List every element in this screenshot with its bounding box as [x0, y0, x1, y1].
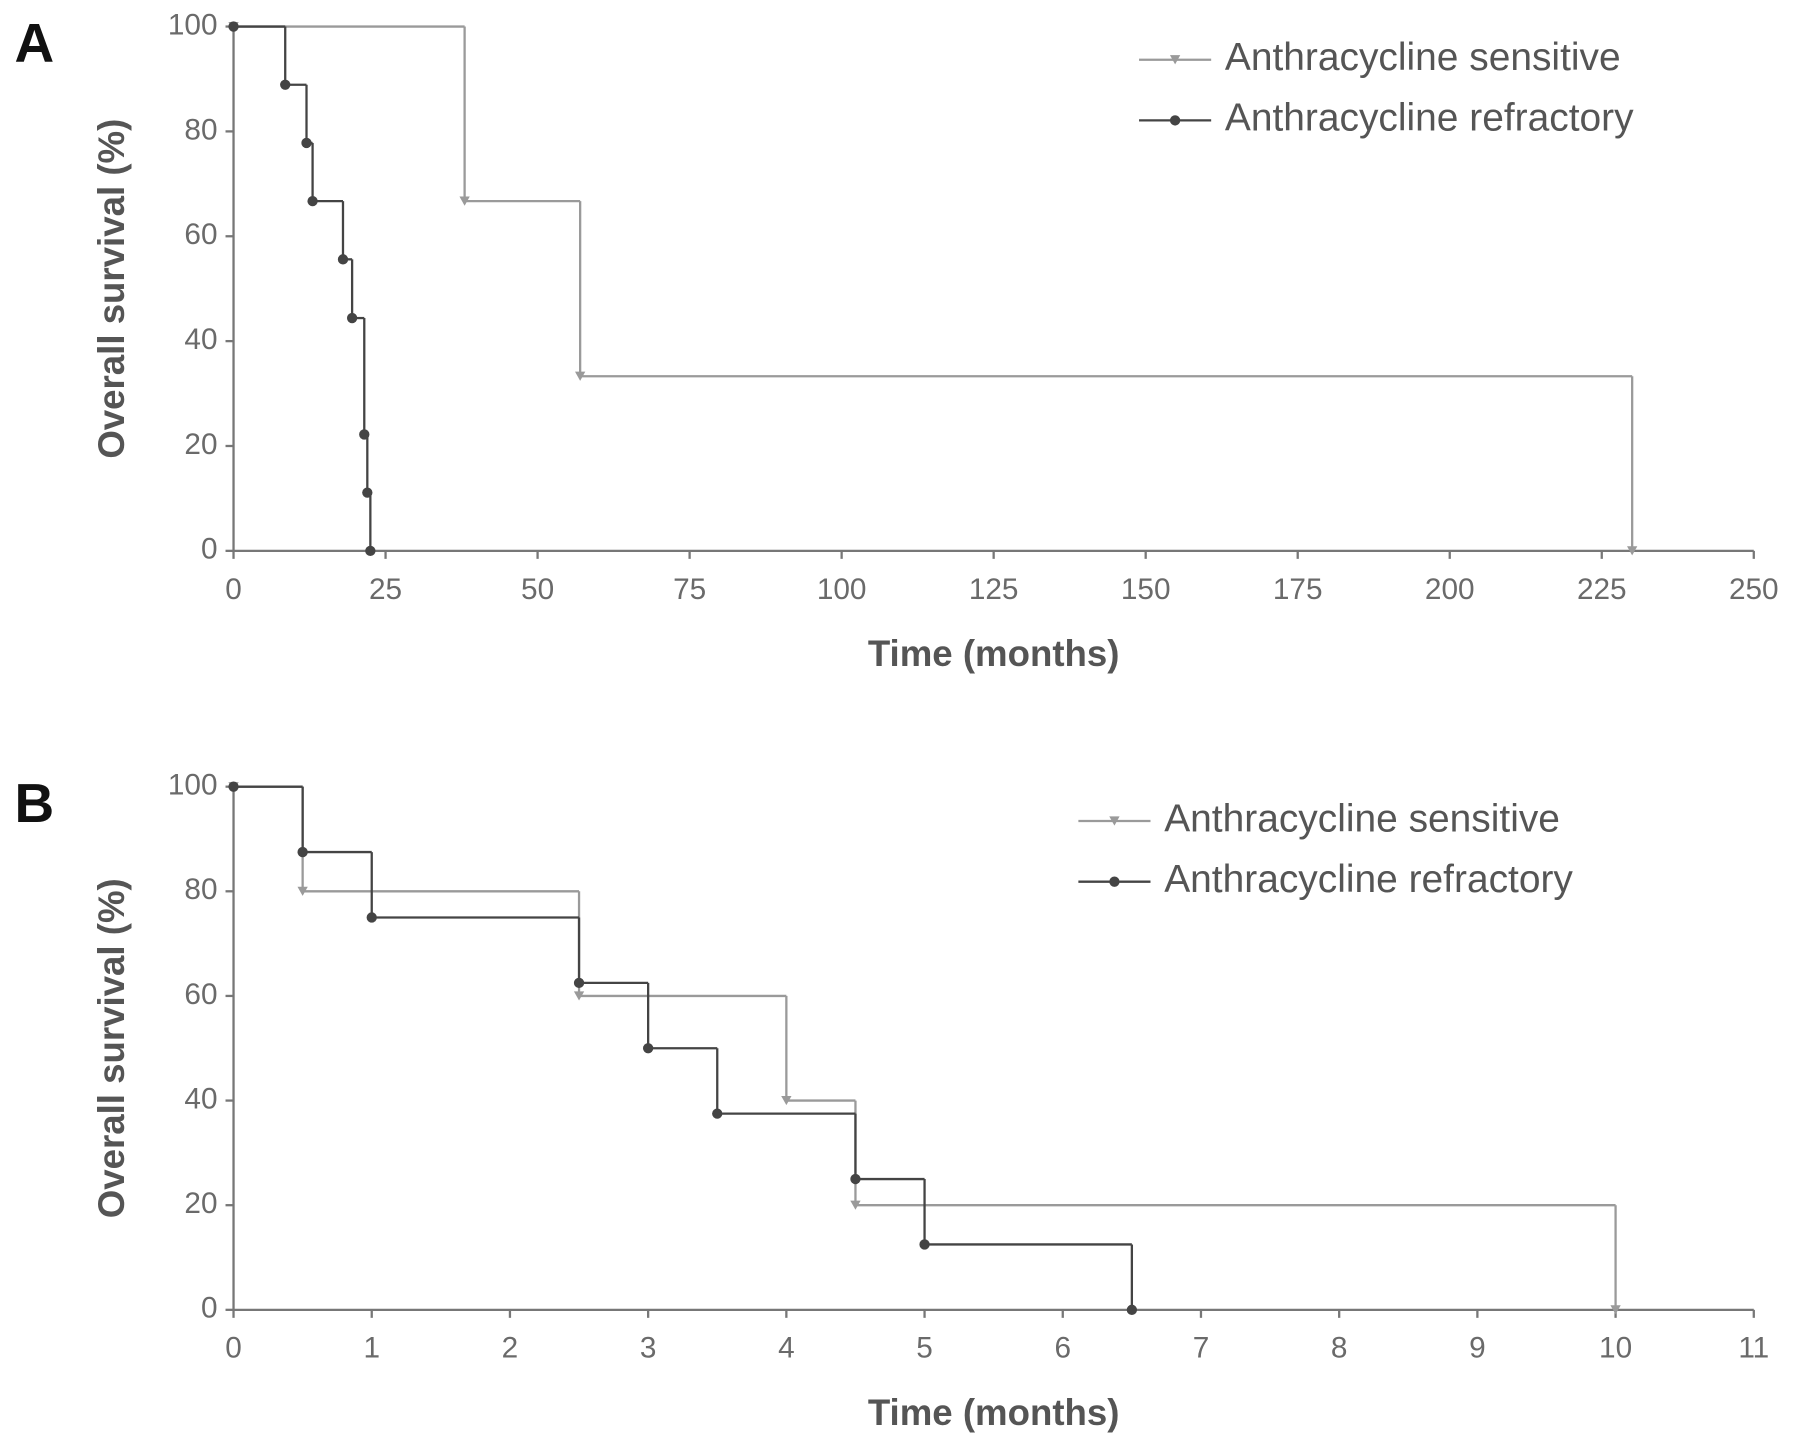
panel-label: B [14, 772, 54, 834]
legend-marker [1109, 876, 1120, 887]
y-tick-label: 80 [184, 113, 217, 146]
marker [919, 1239, 930, 1250]
y-tick-label: 20 [184, 428, 217, 461]
marker [228, 781, 239, 792]
y-tick-label: 60 [184, 978, 217, 1011]
x-tick-label: 50 [521, 573, 554, 606]
x-tick-label: 150 [1121, 573, 1171, 606]
y-tick-label: 60 [184, 218, 217, 251]
x-tick-label: 7 [1193, 1332, 1210, 1365]
marker [781, 1095, 792, 1106]
x-tick-label: 0 [225, 1332, 242, 1365]
marker [850, 1173, 861, 1185]
x-tick-label: 225 [1577, 573, 1627, 606]
legend-label: Anthracycline refractory [1225, 97, 1634, 140]
x-tick-label: 10 [1599, 1332, 1632, 1365]
marker [346, 312, 358, 324]
x-tick-label: 11 [1738, 1332, 1769, 1365]
legend-label: Anthracycline refractory [1164, 858, 1573, 901]
marker [297, 886, 308, 896]
x-tick-label: 5 [916, 1332, 933, 1365]
marker [573, 977, 585, 989]
marker [1627, 546, 1638, 556]
marker [712, 1108, 723, 1119]
x-axis-label: Time (months) [868, 1392, 1120, 1433]
legend-label: Anthracycline sensitive [1164, 797, 1560, 840]
marker [573, 991, 585, 1001]
x-tick-label: 2 [502, 1332, 519, 1365]
x-tick-label: 0 [225, 573, 242, 606]
legend-marker [1109, 816, 1120, 826]
x-tick-label: 250 [1729, 573, 1779, 606]
marker [280, 79, 291, 90]
marker [459, 196, 470, 206]
marker [365, 545, 376, 557]
marker [850, 1200, 861, 1210]
x-tick-label: 8 [1331, 1332, 1348, 1365]
y-axis-label: Overall survival (%) [91, 119, 132, 459]
panel-label: A [14, 12, 54, 74]
marker [297, 846, 308, 858]
marker [337, 254, 349, 265]
legend-label: Anthracycline sensitive [1225, 36, 1621, 79]
y-tick-label: 40 [184, 323, 217, 356]
marker [574, 371, 586, 381]
x-tick-label: 100 [817, 573, 867, 606]
marker [359, 429, 370, 440]
marker [307, 195, 318, 207]
y-tick-label: 0 [201, 533, 218, 566]
x-tick-label: 4 [778, 1332, 795, 1365]
marker [301, 137, 312, 149]
marker [228, 21, 239, 32]
y-axis-label: Overall survival (%) [91, 878, 132, 1218]
y-tick-label: 0 [201, 1292, 218, 1325]
marker [1126, 1304, 1138, 1315]
x-tick-label: 125 [969, 573, 1019, 606]
legend-marker [1169, 55, 1181, 65]
y-tick-label: 100 [168, 769, 218, 802]
marker [642, 1043, 654, 1054]
x-tick-label: 175 [1273, 573, 1323, 606]
x-tick-label: 25 [369, 573, 402, 606]
x-tick-label: 75 [673, 573, 706, 606]
x-tick-label: 1 [363, 1332, 380, 1365]
x-tick-label: 6 [1054, 1332, 1071, 1365]
y-tick-label: 40 [184, 1082, 217, 1115]
marker [366, 912, 377, 923]
legend-marker [1169, 115, 1181, 126]
x-tick-label: 200 [1425, 573, 1475, 606]
x-axis-label: Time (months) [868, 633, 1120, 674]
y-tick-label: 80 [184, 873, 217, 906]
marker [362, 487, 373, 498]
y-tick-label: 100 [168, 8, 218, 41]
x-tick-label: 9 [1469, 1332, 1486, 1365]
marker [1610, 1305, 1621, 1315]
x-tick-label: 3 [640, 1332, 657, 1365]
y-tick-label: 20 [184, 1187, 217, 1220]
